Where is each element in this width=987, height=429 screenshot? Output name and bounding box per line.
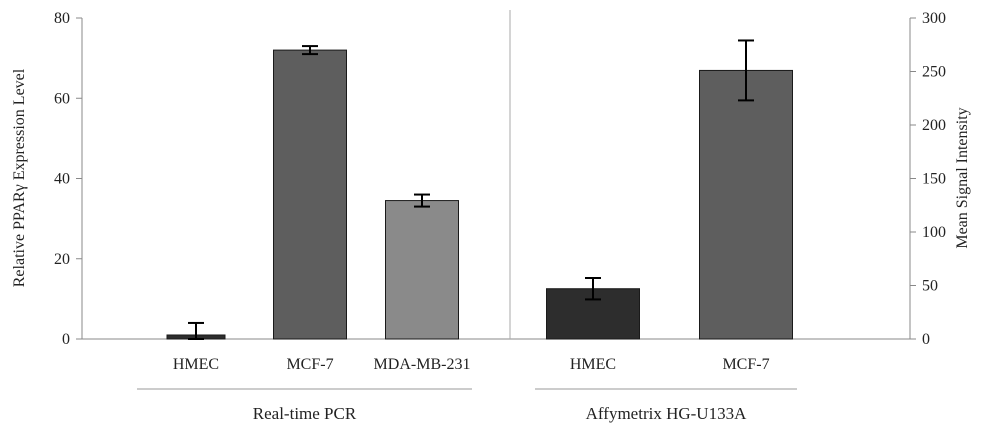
category-label: HMEC <box>173 356 219 373</box>
bar <box>385 200 459 340</box>
left-axis-ticks: 0 20 40 60 80 <box>54 10 82 348</box>
category-label: MDA-MB-231 <box>374 356 471 373</box>
right-axis-title: Mean Signal Intensity <box>954 107 971 248</box>
right-tick-label: 150 <box>922 171 946 188</box>
category-labels: HMEC MCF-7 MDA-MB-231 HMEC MCF-7 <box>173 356 770 373</box>
left-tick-label: 80 <box>54 10 70 27</box>
right-tick-label: 250 <box>922 64 946 81</box>
left-axis-title: Relative PPARγ Expression Level <box>11 68 28 287</box>
bar <box>699 69 793 340</box>
right-tick-label: 50 <box>922 278 938 295</box>
group-label: Real-time PCR <box>253 404 357 423</box>
bar <box>273 49 347 340</box>
right-tick-label: 200 <box>922 117 946 134</box>
category-label: MCF-7 <box>722 356 769 373</box>
left-tick-label: 0 <box>62 331 70 348</box>
bars <box>166 39 793 340</box>
category-label: MCF-7 <box>286 356 333 373</box>
left-tick-label: 60 <box>54 90 70 107</box>
right-tick-label: 100 <box>922 224 946 241</box>
category-label: HMEC <box>570 356 616 373</box>
right-axis-ticks: 0 50 100 150 200 250 300 <box>910 10 946 348</box>
left-tick-label: 40 <box>54 171 70 188</box>
right-tick-label: 0 <box>922 331 930 348</box>
group-labels: Real-time PCR Affymetrix HG-U133A <box>137 388 797 423</box>
group-label: Affymetrix HG-U133A <box>586 404 747 423</box>
right-tick-label: 300 <box>922 10 946 27</box>
left-tick-label: 20 <box>54 251 70 268</box>
